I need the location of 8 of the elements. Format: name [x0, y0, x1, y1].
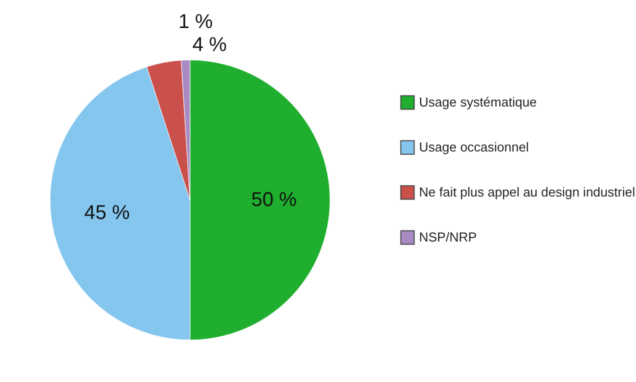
legend-label: Ne fait plus appel au design industriel	[419, 184, 636, 200]
data-label: 50 %	[251, 189, 298, 211]
data-label: 1 %	[178, 11, 214, 34]
legend-label: Usage systématique	[419, 94, 537, 110]
data-label: 4 %	[192, 34, 227, 56]
legend-label: Usage occasionnel	[419, 140, 529, 154]
legend-label: NSP/NRP	[419, 230, 477, 244]
data-label: 45 %	[84, 202, 130, 224]
